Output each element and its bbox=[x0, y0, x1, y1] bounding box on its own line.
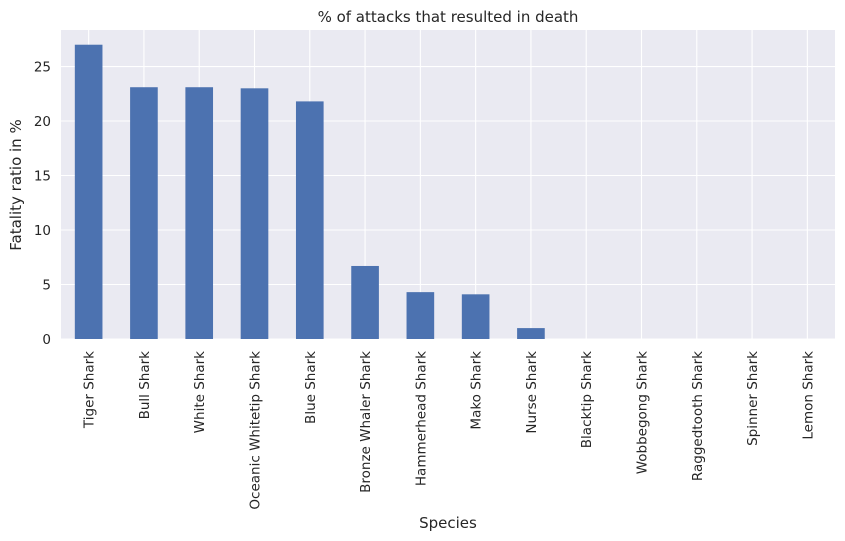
y-axis-label: Fatality ratio in % bbox=[7, 119, 25, 250]
bar-hammerhead-shark bbox=[406, 292, 435, 339]
chart-title: % of attacks that resulted in death bbox=[318, 8, 579, 26]
grid-lines bbox=[61, 30, 835, 340]
x-tick-label: Spinner Shark bbox=[745, 351, 761, 446]
bars bbox=[74, 44, 545, 340]
x-tick-label: Tiger Shark bbox=[82, 351, 98, 429]
bar-bronze-whaler-shark bbox=[351, 265, 379, 339]
bar-tiger-shark bbox=[74, 44, 103, 339]
bar-mako-shark bbox=[461, 294, 490, 339]
x-tick-label: Blacktip Shark bbox=[579, 351, 595, 448]
y-tick-label: 25 bbox=[34, 60, 51, 76]
y-tick-label: 15 bbox=[34, 169, 51, 185]
x-tick-label: Oceanic Whitetip Shark bbox=[248, 351, 264, 510]
y-tick-labels: 0 5 10 15 20 25 bbox=[34, 60, 51, 348]
x-tick-label: White Shark bbox=[192, 351, 208, 433]
x-tick-label: Mako Shark bbox=[469, 351, 485, 430]
x-tick-label: Blue Shark bbox=[303, 351, 319, 424]
y-tick-label: 0 bbox=[42, 332, 51, 348]
bar-white-shark bbox=[185, 87, 214, 339]
y-tick-label: 5 bbox=[42, 278, 51, 294]
x-axis-label: Species bbox=[419, 514, 477, 532]
bar-oceanic-whitetip-shark bbox=[240, 88, 269, 340]
bar-blue-shark bbox=[295, 101, 324, 339]
bar-bull-shark bbox=[130, 87, 158, 339]
plot-area bbox=[61, 30, 835, 339]
x-tick-label: Wobbegong Shark bbox=[635, 351, 651, 474]
x-tick-label: Raggedtooth Shark bbox=[690, 351, 706, 481]
x-tick-label: Hammerhead Shark bbox=[413, 351, 429, 486]
x-tick-label: Bull Shark bbox=[137, 351, 153, 420]
y-tick-label: 10 bbox=[34, 223, 51, 239]
bar-nurse-shark bbox=[517, 328, 545, 339]
x-tick-labels: Tiger Shark Bull Shark White Shark Oceanic … bbox=[82, 351, 817, 510]
x-tick-label: Lemon Shark bbox=[800, 351, 816, 440]
x-tick-label: Nurse Shark bbox=[524, 351, 540, 434]
y-tick-label: 20 bbox=[34, 114, 51, 130]
x-tick-label: Bronze Whaler Shark bbox=[358, 351, 374, 493]
